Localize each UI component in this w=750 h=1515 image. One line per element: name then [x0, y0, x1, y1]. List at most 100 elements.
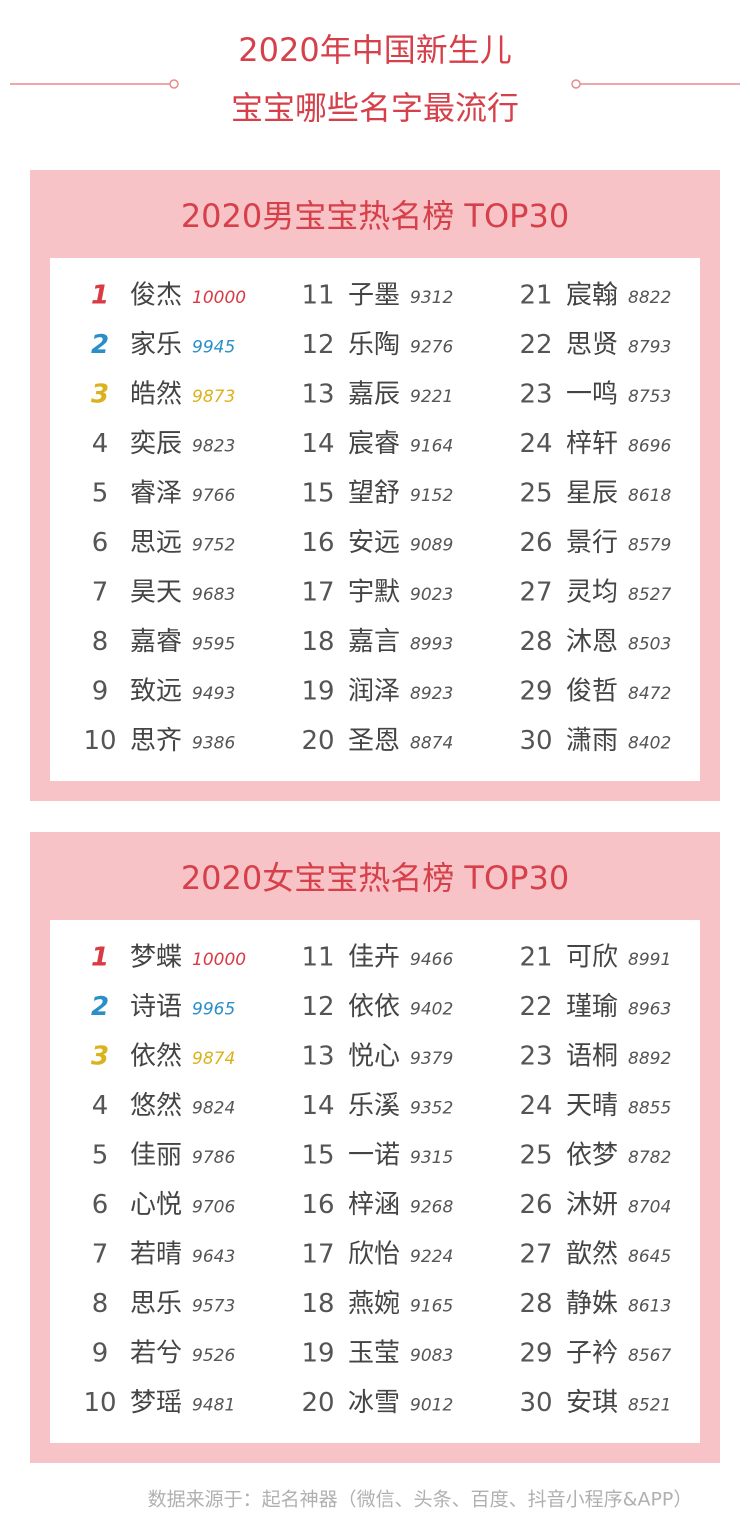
- score: 8613: [628, 1297, 671, 1317]
- name: 悦心: [348, 1042, 400, 1072]
- rank: 17: [301, 1240, 334, 1270]
- rank: 8: [92, 627, 109, 657]
- rank: 9: [92, 677, 109, 707]
- score: 8567: [628, 1346, 671, 1366]
- score: 8892: [628, 1049, 671, 1069]
- score: 8822: [628, 288, 671, 308]
- rank: 14: [301, 1091, 334, 1121]
- score: 10000: [192, 288, 246, 308]
- rank: 14: [301, 429, 334, 459]
- rank: 22: [519, 992, 552, 1022]
- score: 8963: [628, 1000, 671, 1020]
- score: 8579: [628, 536, 671, 556]
- score: 9873: [192, 387, 235, 407]
- name: 语桐: [566, 1042, 618, 1072]
- rank: 12: [301, 992, 334, 1022]
- score: 9823: [192, 437, 235, 457]
- list-box: [50, 258, 700, 781]
- name: 润泽: [348, 677, 400, 707]
- rank: 20: [301, 726, 334, 756]
- rank: 5: [92, 1141, 109, 1171]
- rank: 27: [519, 1240, 552, 1270]
- rank: 25: [519, 479, 552, 509]
- source-note: 数据来源于：起名神器（微信、头条、百度、抖音小程序&APP）: [148, 1489, 693, 1511]
- score: 9012: [410, 1396, 453, 1416]
- name: 瑾瑜: [566, 992, 618, 1022]
- rank: 25: [519, 1141, 552, 1171]
- score: 9224: [410, 1247, 453, 1267]
- score: 8753: [628, 387, 671, 407]
- score: 9481: [192, 1396, 235, 1416]
- score: 9786: [192, 1148, 235, 1168]
- name: 安琪: [566, 1388, 618, 1418]
- score: 8696: [628, 437, 671, 457]
- score: 9643: [192, 1247, 235, 1267]
- name: 梓轩: [566, 429, 618, 459]
- rank: 9: [92, 1339, 109, 1369]
- rank: 13: [301, 380, 334, 410]
- rank: 22: [519, 330, 552, 360]
- score: 8993: [410, 635, 453, 655]
- name: 若兮: [130, 1339, 182, 1369]
- rank: 13: [301, 1042, 334, 1072]
- score: 9945: [192, 338, 235, 358]
- score: 10000: [192, 950, 246, 970]
- name: 梦瑶: [130, 1388, 182, 1418]
- rank: 27: [519, 578, 552, 608]
- score: 9683: [192, 585, 235, 605]
- rank: 4: [92, 429, 109, 459]
- score: 9824: [192, 1099, 235, 1119]
- name: 依依: [348, 992, 400, 1022]
- name: 安远: [348, 528, 400, 558]
- rank: 24: [519, 429, 552, 459]
- rank: 28: [519, 1289, 552, 1319]
- rank: 3: [91, 380, 109, 410]
- name: 依梦: [566, 1141, 618, 1171]
- score: 9276: [410, 338, 453, 358]
- name: 佳丽: [130, 1141, 182, 1171]
- rank: 1: [91, 943, 109, 973]
- score: 9083: [410, 1346, 453, 1366]
- score: 8618: [628, 486, 671, 506]
- score: 9526: [192, 1346, 235, 1366]
- name: 思乐: [130, 1289, 182, 1319]
- rank: 7: [92, 578, 109, 608]
- score: 8782: [628, 1148, 671, 1168]
- rank: 15: [301, 479, 334, 509]
- name: 家乐: [130, 330, 182, 360]
- section-title: 2020男宝宝热名榜 TOP30: [181, 197, 569, 235]
- rank: 30: [519, 1388, 552, 1418]
- name: 可欣: [566, 943, 618, 973]
- rank: 18: [301, 1289, 334, 1319]
- score: 8503: [628, 635, 671, 655]
- rank: 19: [301, 1339, 334, 1369]
- name: 圣恩: [348, 726, 400, 756]
- score: 8521: [628, 1396, 671, 1416]
- title-line: 宝宝哪些名字最流行: [231, 89, 519, 127]
- score: 8793: [628, 338, 671, 358]
- rank: 5: [92, 479, 109, 509]
- name: 昊天: [130, 578, 182, 608]
- name: 沐恩: [566, 627, 618, 657]
- name: 玉莹: [348, 1339, 400, 1369]
- rank: 11: [301, 943, 334, 973]
- name: 冰雪: [348, 1388, 400, 1418]
- name: 子墨: [348, 281, 400, 311]
- score: 9312: [410, 288, 453, 308]
- name: 潇雨: [566, 726, 618, 756]
- decor-dot: [571, 79, 581, 89]
- name: 星辰: [566, 479, 618, 509]
- rank: 18: [301, 627, 334, 657]
- rank: 16: [301, 528, 334, 558]
- name: 嘉言: [348, 627, 400, 657]
- rank: 10: [83, 726, 116, 756]
- rank: 2: [91, 992, 109, 1022]
- name: 梓涵: [348, 1190, 400, 1220]
- name: 宸睿: [348, 429, 400, 459]
- name: 悠然: [130, 1091, 182, 1121]
- rank: 29: [519, 1339, 552, 1369]
- score: 9493: [192, 684, 235, 704]
- score: 9706: [192, 1198, 235, 1218]
- score: 9152: [410, 486, 453, 506]
